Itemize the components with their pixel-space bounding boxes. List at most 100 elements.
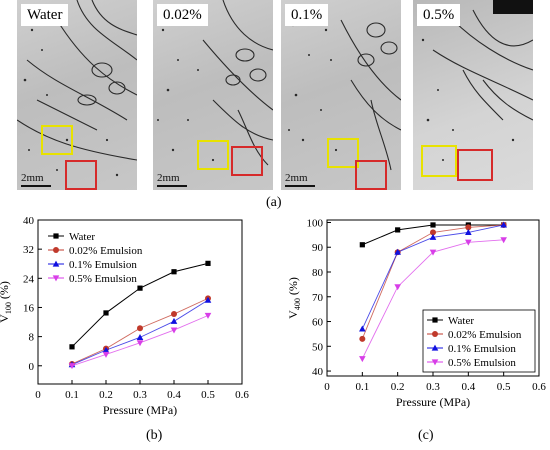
- micrograph-label: 0.5%: [417, 4, 461, 26]
- micrograph-0.1: 0.1% 2mm: [281, 0, 401, 190]
- data-point: [430, 229, 436, 236]
- legend-marker: [432, 331, 438, 337]
- legend-marker: [52, 275, 60, 282]
- y-tick-label: 80: [312, 267, 324, 279]
- micrograph-label: 0.1%: [285, 4, 329, 26]
- y-axis-label: V400 (%): [286, 277, 302, 319]
- data-point: [170, 327, 178, 334]
- x-tick-label: 0.4: [461, 381, 475, 393]
- legend-marker: [431, 359, 439, 366]
- data-point: [137, 325, 143, 332]
- highlight-box-yellow: [327, 138, 359, 168]
- panel-c-caption: (c): [418, 428, 434, 443]
- data-point: [136, 333, 144, 340]
- x-axis-label: Pressure (MPa): [103, 403, 177, 417]
- y-tick-label: 32: [23, 244, 34, 256]
- data-point: [465, 228, 472, 235]
- data-point: [171, 311, 177, 318]
- x-tick-label: 0: [324, 381, 330, 393]
- chart-v400: 0 0.1 0.2 0.3 0.4 0.5 0.6 40 50 60 70 80 90 100 Pressu…: [286, 217, 546, 409]
- y-tick-label: 0: [29, 361, 35, 373]
- data-point: [359, 335, 366, 342]
- x-tick-label: 0.5: [497, 381, 511, 393]
- series-3: [359, 237, 507, 363]
- scale-bar: [285, 185, 315, 187]
- y-tick-label: 70: [312, 292, 324, 304]
- y-tick-label: 16: [23, 302, 35, 314]
- y-tick-label: 90: [312, 242, 324, 254]
- legend-label: 0.1% Emulsion: [448, 343, 516, 355]
- y-tick-label: 100: [307, 217, 324, 229]
- micrograph-0.5: 0.5%: [413, 0, 533, 190]
- data-point: [102, 351, 110, 358]
- legend-marker: [53, 233, 59, 239]
- micrograph-0.02: 0.02% 2mm: [153, 0, 273, 190]
- x-tick-label: 0.3: [133, 389, 147, 401]
- y-tick-label: 40: [312, 366, 324, 378]
- x-tick-label: 0.3: [426, 381, 440, 393]
- y-axis-label: V100 (%): [0, 281, 13, 323]
- data-point: [136, 340, 144, 347]
- highlight-box-yellow: [421, 145, 457, 177]
- x-axis-label: Pressure (MPa): [396, 395, 470, 409]
- data-point: [102, 346, 110, 353]
- legend-marker: [432, 317, 438, 323]
- data-point: [204, 296, 212, 303]
- legend-label: 0.02% Emulsion: [69, 245, 143, 257]
- data-point: [395, 227, 401, 233]
- x-tick-label: 0: [35, 389, 41, 401]
- chart-v100: 0 0.1 0.2 0.3 0.4 0.5 0.6 0 8 16 24 32 40 Pressure (M…: [0, 215, 249, 417]
- y-tick-label: 60: [312, 317, 324, 329]
- highlight-box-yellow: [41, 125, 73, 155]
- data-point: [465, 239, 472, 246]
- series-2: [68, 296, 212, 368]
- data-point: [204, 312, 212, 319]
- data-point: [359, 356, 366, 363]
- panel-a-caption: (a): [266, 195, 282, 210]
- x-tick-label: 0.1: [355, 381, 369, 393]
- micrograph-panel: Water 2mm 0.02% 2mm: [17, 0, 533, 196]
- x-tick-label: 0.2: [391, 381, 405, 393]
- legend-marker: [53, 247, 59, 253]
- series-0: [69, 260, 211, 350]
- micrograph-water: Water 2mm: [17, 0, 137, 190]
- data-point: [429, 233, 437, 240]
- y-tick-label: 50: [312, 341, 324, 353]
- legend-marker: [431, 344, 439, 351]
- highlight-box-red: [355, 160, 387, 190]
- scale-bar-label: 2mm: [21, 172, 44, 184]
- x-tick-label: 0.6: [235, 389, 249, 401]
- crack-network: [157, 0, 273, 166]
- series-1: [69, 295, 211, 367]
- data-point: [430, 222, 436, 228]
- highlight-box-red: [65, 160, 97, 190]
- y-tick-label: 40: [23, 215, 35, 227]
- data-point: [429, 249, 437, 256]
- legend-label: 0.1% Emulsion: [69, 259, 137, 271]
- legend-label: Water: [448, 315, 474, 327]
- crack-network: [421, 0, 533, 161]
- scale-bar: [157, 185, 187, 187]
- panel-b-caption: (b): [146, 428, 163, 443]
- x-tick-label: 0.2: [99, 389, 113, 401]
- data-point: [68, 363, 76, 370]
- data-point: [394, 284, 401, 291]
- data-point: [465, 224, 472, 231]
- legend-label: 0.5% Emulsion: [69, 273, 137, 285]
- micrograph-label: Water: [21, 4, 69, 26]
- x-tick-label: 0.4: [167, 389, 181, 401]
- highlight-box-red: [231, 146, 263, 176]
- highlight-box-red: [457, 149, 493, 181]
- series-2: [359, 221, 507, 332]
- scale-bar-label: 2mm: [285, 172, 308, 184]
- x-tick-label: 0.5: [201, 389, 215, 401]
- highlight-box-yellow: [197, 140, 229, 170]
- data-point: [205, 260, 211, 266]
- crack-network: [288, 19, 401, 171]
- x-tick-label: 0.6: [532, 381, 546, 393]
- legend-label: 0.02% Emulsion: [448, 329, 522, 341]
- y-tick-label: 24: [23, 273, 35, 285]
- legend-label: 0.5% Emulsion: [448, 357, 516, 369]
- series-3: [68, 312, 212, 370]
- x-tick-label: 0.1: [65, 389, 79, 401]
